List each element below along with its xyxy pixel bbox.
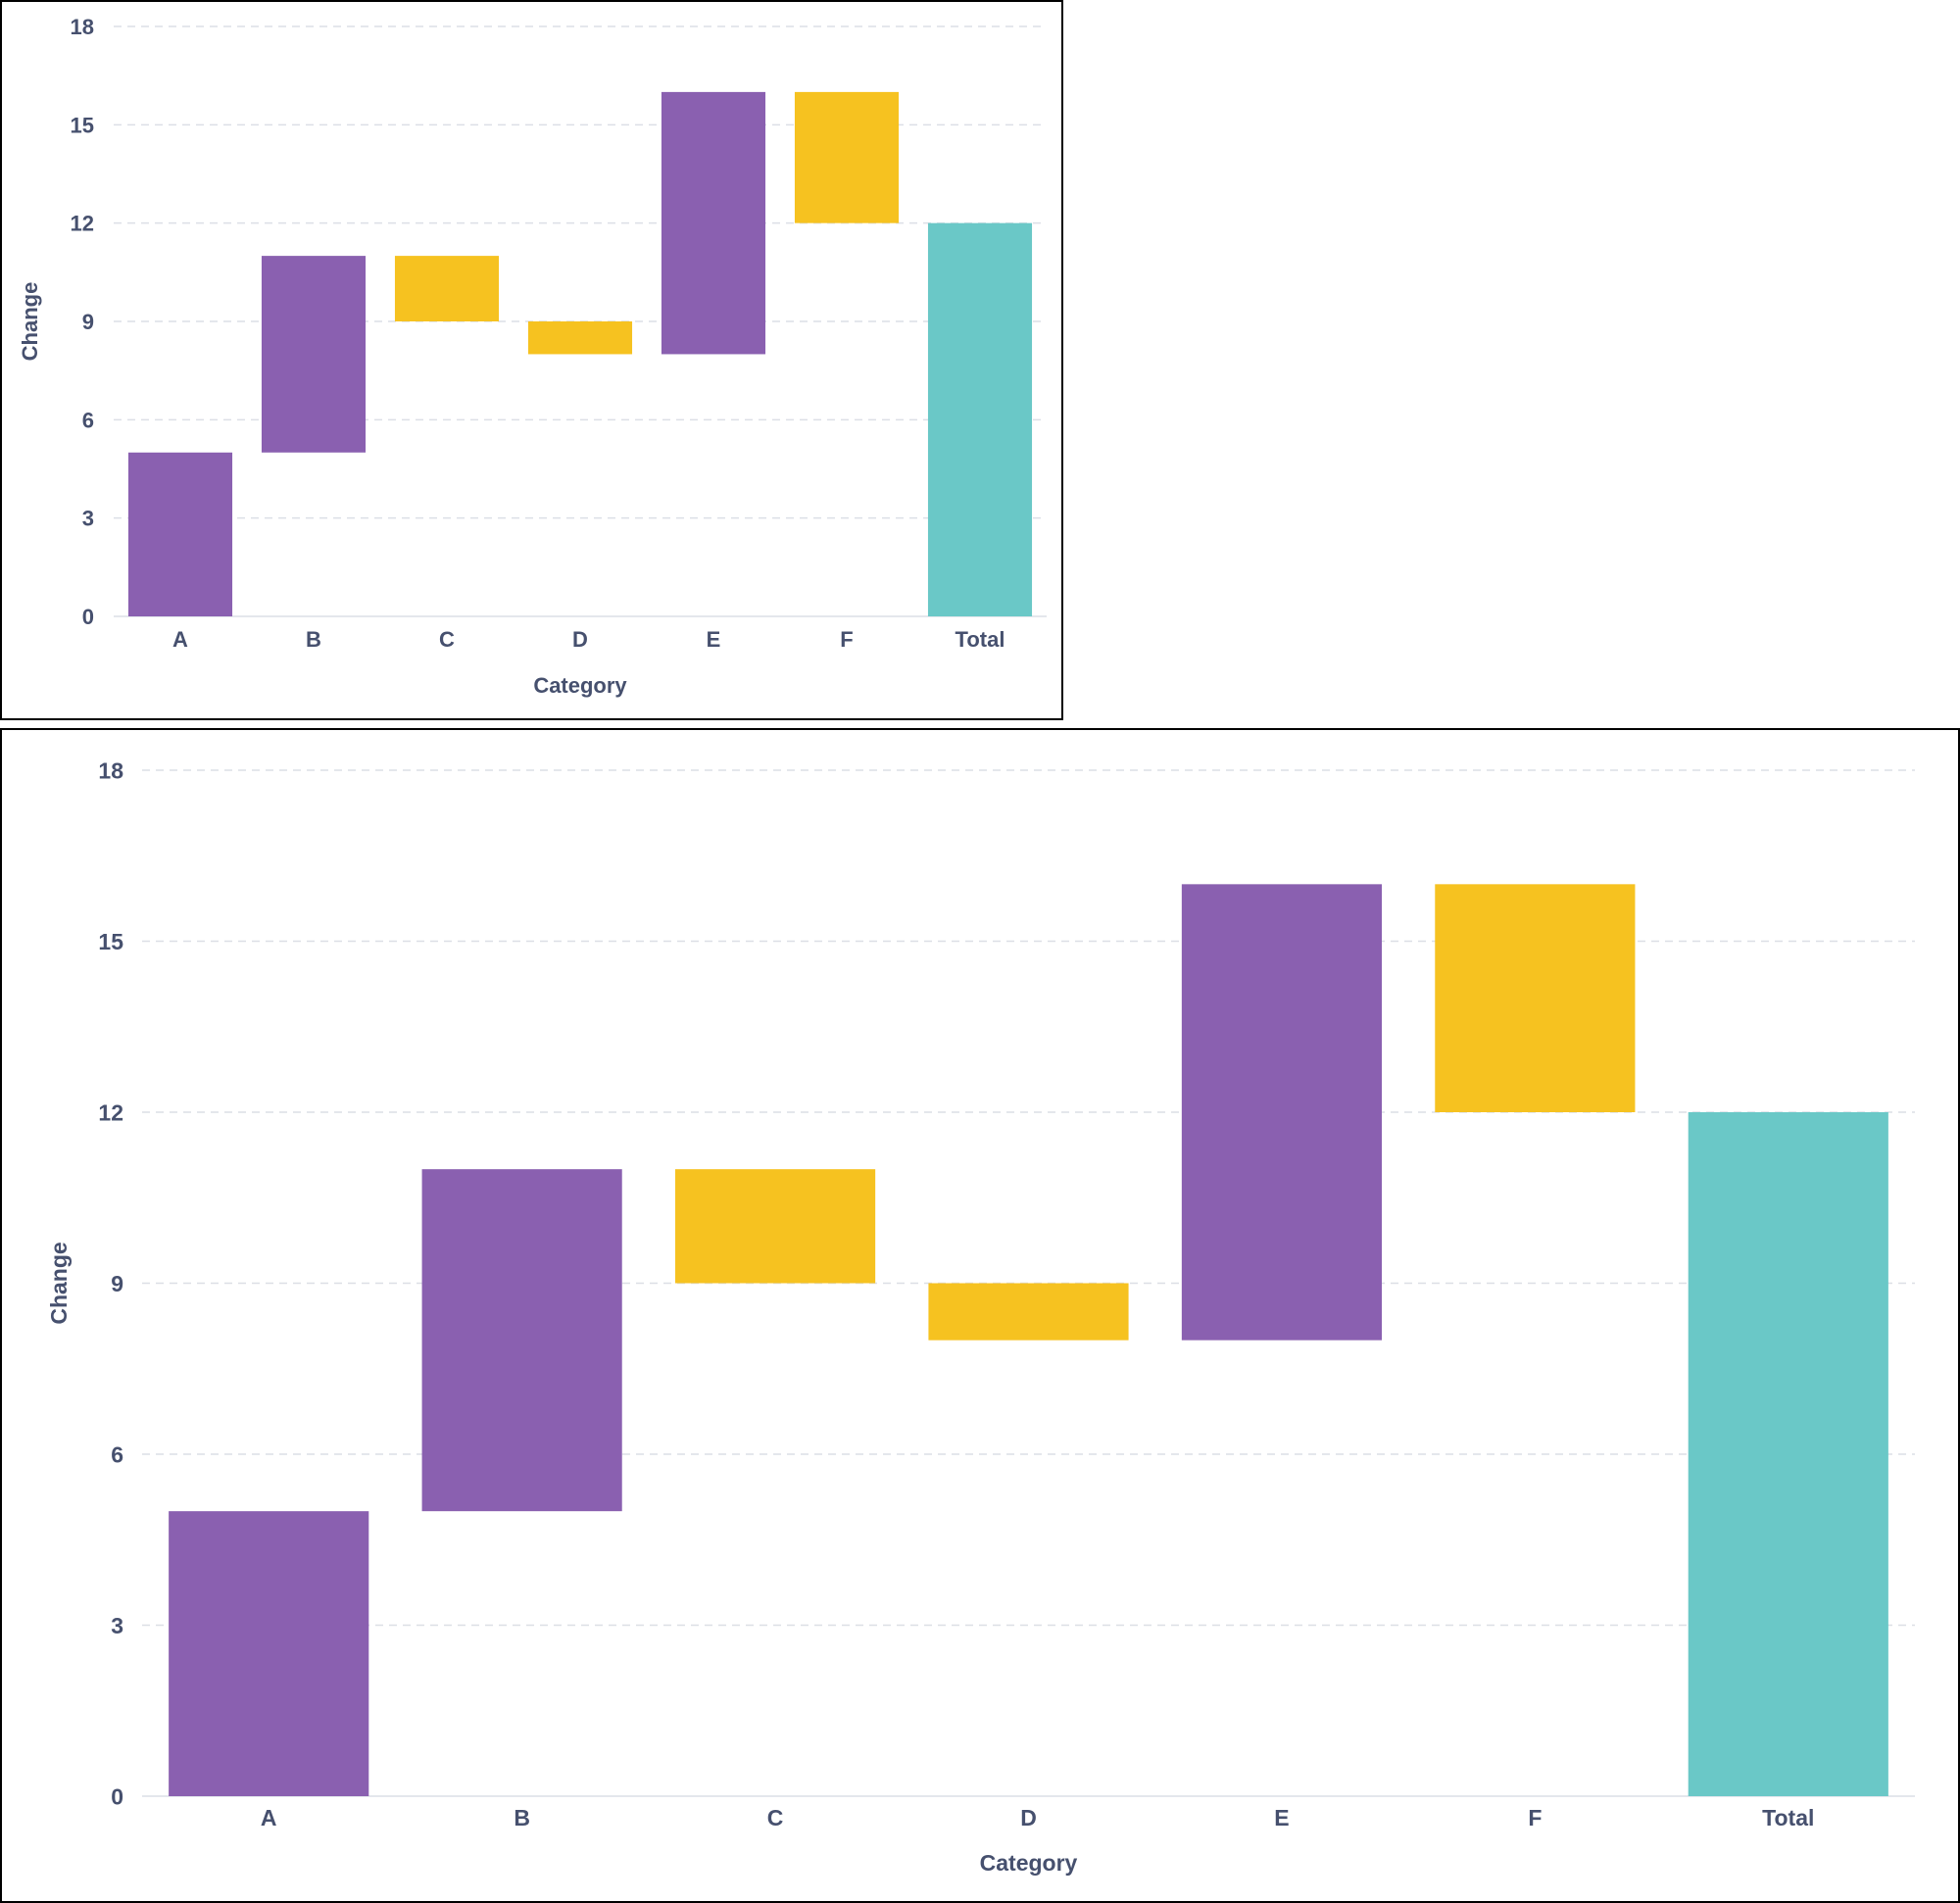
bar-b — [261, 256, 367, 453]
y-tick-label: 0 — [82, 605, 94, 629]
waterfall-chart-large: 0 3 6 9 12 15 18 A B C D E F Total Category Change — [46, 757, 1915, 1876]
y-tick-label: 12 — [98, 1099, 123, 1125]
x-tick-label: E — [707, 627, 721, 652]
x-tick-label: D — [572, 627, 588, 652]
y-tick-label: 18 — [71, 15, 94, 39]
bar-e — [1181, 884, 1383, 1341]
y-tick-label: 6 — [82, 408, 94, 432]
bar-total — [1688, 1112, 1888, 1796]
y-tick-label: 3 — [111, 1613, 123, 1638]
x-tick-label: F — [840, 627, 853, 652]
y-tick-label: 9 — [82, 310, 94, 334]
x-tick-label: B — [306, 627, 321, 652]
y-axis-title: Change — [18, 282, 42, 362]
x-tick-label: D — [1020, 1805, 1037, 1830]
x-tick-label: E — [1274, 1805, 1289, 1830]
bar-f — [794, 91, 900, 223]
x-tick-label: A — [172, 627, 188, 652]
y-tick-label: 6 — [111, 1441, 123, 1467]
bar-a — [169, 1511, 369, 1796]
bar-d — [928, 1283, 1129, 1341]
x-tick-label: Total — [1762, 1805, 1814, 1830]
x-tick-label: A — [261, 1805, 277, 1830]
y-tick-label: 15 — [71, 113, 94, 137]
bar-e — [661, 91, 766, 355]
y-tick-label: 9 — [111, 1271, 123, 1296]
bar-total — [927, 222, 1033, 616]
x-tick-label: Total — [956, 627, 1005, 652]
waterfall-chart-small: 0 3 6 9 12 15 18 A B C D E F Total Category Change — [18, 15, 1047, 698]
y-tick-label: 15 — [98, 929, 123, 954]
y-axis-title: Change — [46, 1242, 72, 1324]
y-tick-label: 0 — [111, 1783, 123, 1809]
bar-a — [127, 452, 233, 616]
bar-d — [527, 321, 633, 355]
bar-c — [394, 256, 500, 321]
x-tick-label: C — [767, 1805, 784, 1830]
x-axis-title: Category — [980, 1850, 1078, 1876]
bar-c — [674, 1169, 876, 1284]
bar-f — [1435, 884, 1636, 1112]
x-axis-title: Category — [533, 673, 627, 698]
x-tick-label: B — [514, 1805, 530, 1830]
y-tick-label: 18 — [98, 757, 123, 783]
x-tick-label: F — [1528, 1805, 1542, 1830]
x-tick-label: C — [439, 627, 455, 652]
bar-b — [421, 1169, 622, 1512]
chart-panel-large: 0 3 6 9 12 15 18 A B C D E F Total Category Change — [0, 728, 1960, 1903]
chart-panel-small: 0 3 6 9 12 15 18 A B C D E F Total Category Change — [0, 0, 1063, 720]
y-tick-label: 12 — [71, 212, 94, 236]
y-tick-label: 3 — [82, 507, 94, 531]
